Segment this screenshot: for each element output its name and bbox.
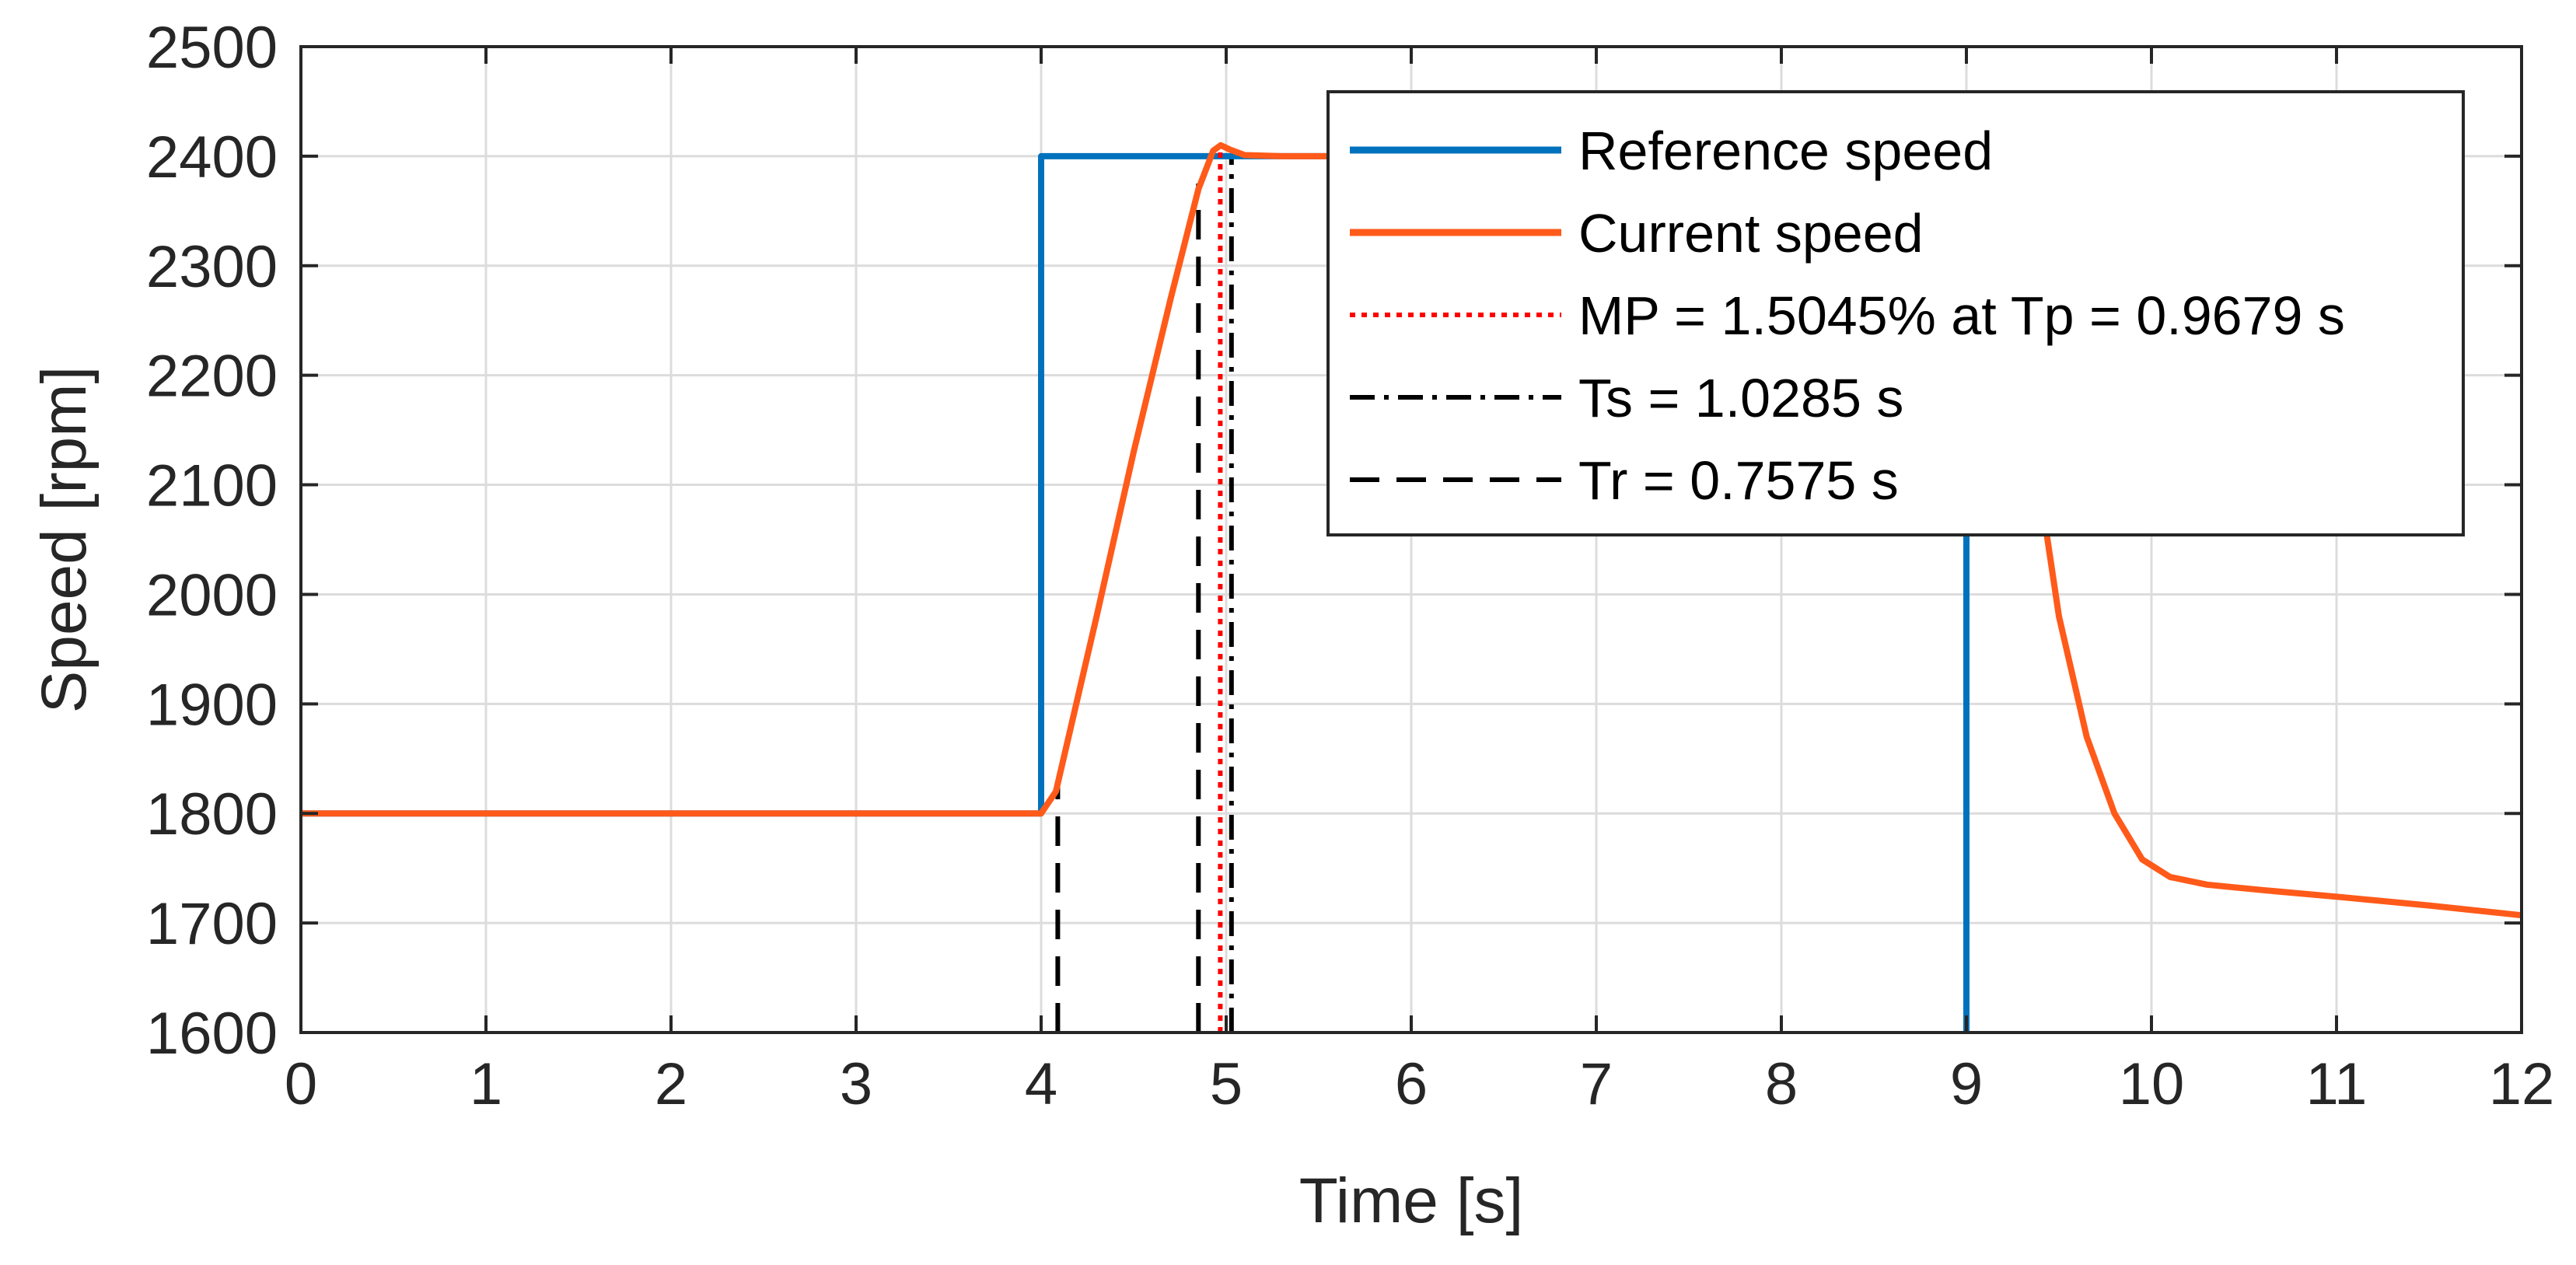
y-tick-label: 1600: [146, 1001, 278, 1067]
x-tick-label: 3: [840, 1051, 872, 1117]
x-tick-label: 6: [1395, 1051, 1428, 1117]
x-tick-label: 11: [2306, 1051, 2368, 1117]
y-tick-label: 2400: [146, 124, 278, 190]
x-tick-label: 5: [1210, 1051, 1243, 1117]
legend-entry-label: Reference speed: [1578, 121, 1993, 181]
y-tick-label: 2300: [146, 234, 278, 300]
y-tick-label: 2100: [146, 453, 278, 519]
y-tick-label: 1800: [146, 781, 278, 847]
y-tick-label: 1900: [146, 672, 278, 738]
legend-entry-label: Ts = 1.0285 s: [1578, 368, 1903, 428]
x-tick-label: 10: [2119, 1051, 2185, 1117]
legend: Reference speed Current speed MP = 1.5045%…: [1326, 90, 2465, 536]
legend-entry-label: MP = 1.5045% at Tp = 0.9679 s: [1578, 285, 2345, 346]
legend-entry-label: Tr = 0.7575 s: [1578, 450, 1899, 511]
x-tick-label: 8: [1765, 1051, 1798, 1117]
y-tick-label: 1700: [146, 891, 278, 957]
x-axis-label: Time [s]: [1299, 1165, 1524, 1236]
legend-entry-label: Current speed: [1578, 203, 1924, 264]
x-tick-label: 7: [1580, 1051, 1613, 1117]
x-tick-label: 0: [285, 1051, 317, 1117]
x-tick-label: 9: [1950, 1051, 1983, 1117]
series-tr-0-7575-s: [1055, 183, 1201, 1033]
x-tick-label: 12: [2489, 1051, 2555, 1117]
y-tick-label: 2200: [146, 344, 278, 410]
axis-ticks: 0 1 2 3 4 5 6 7 8 9 10 11 12160017001800190020002100…: [146, 15, 2554, 1117]
x-tick-label: 4: [1025, 1051, 1057, 1117]
x-tick-label: 2: [655, 1051, 687, 1117]
x-tick-label: 1: [470, 1051, 502, 1117]
y-tick-label: 2000: [146, 562, 278, 628]
y-tick-label: 2500: [146, 15, 278, 81]
y-axis-label: Speed [rpm]: [29, 366, 100, 714]
